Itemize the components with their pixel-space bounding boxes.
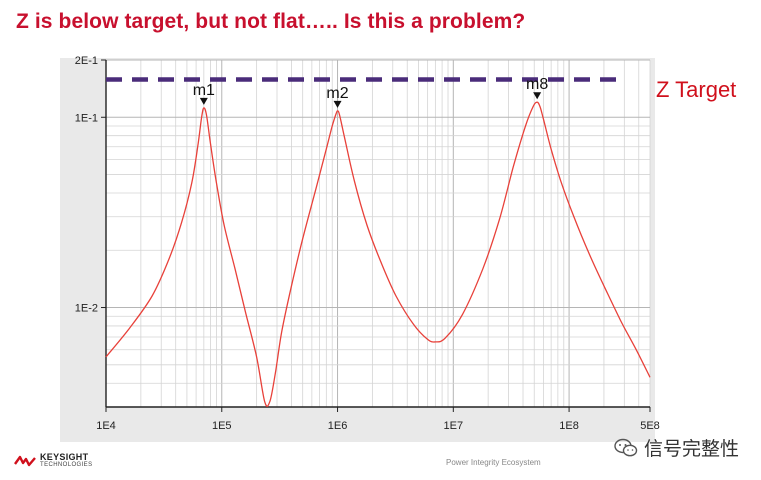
keysight-wave-icon xyxy=(14,455,36,467)
keysight-logo: KEYSIGHT TECHNOLOGIES xyxy=(14,453,92,469)
plot-area xyxy=(106,60,650,407)
wechat-icon xyxy=(614,438,638,456)
marker-label: m1 xyxy=(193,82,215,99)
z-target-label: Z Target xyxy=(656,77,737,102)
x-tick-label: 1E7 xyxy=(444,420,464,432)
watermark-text: 信号完整性 xyxy=(644,438,740,460)
y-tick-label: 1E-1 xyxy=(75,112,98,124)
x-tick-label: 1E6 xyxy=(328,420,348,432)
axes xyxy=(101,59,651,412)
wechat-watermark: 信号完整性 xyxy=(614,434,739,461)
x-tick-label: 1E4 xyxy=(96,420,116,432)
slide-title: Z is below target, but not flat….. Is th… xyxy=(16,10,526,33)
impedance-curve xyxy=(105,101,651,407)
marker-label: m2 xyxy=(326,85,348,102)
marker-label: m8 xyxy=(526,76,548,93)
logo-name: KEYSIGHT xyxy=(40,452,89,462)
marker-triangle xyxy=(199,97,208,105)
tick-labels: 1E4 1E5 1E6 1E7 1E8 5E8 2E-1 1E-1 1E-2 xyxy=(75,55,660,432)
grid xyxy=(105,59,651,408)
marker-triangle xyxy=(333,100,342,108)
y-tick-label: 1E-2 xyxy=(75,303,98,315)
x-tick-label: 1E5 xyxy=(212,420,232,432)
logo-sub: TECHNOLOGIES xyxy=(40,462,93,468)
series xyxy=(105,101,651,407)
footer-text: Power Integrity Ecosystem xyxy=(446,458,541,467)
y-tick-label: 2E-1 xyxy=(75,55,98,67)
x-tick-label: 5E8 xyxy=(640,420,660,432)
x-tick-label: 1E8 xyxy=(559,420,579,432)
markers: m1 m2 m8 xyxy=(193,76,548,108)
marker-triangle xyxy=(533,92,542,100)
